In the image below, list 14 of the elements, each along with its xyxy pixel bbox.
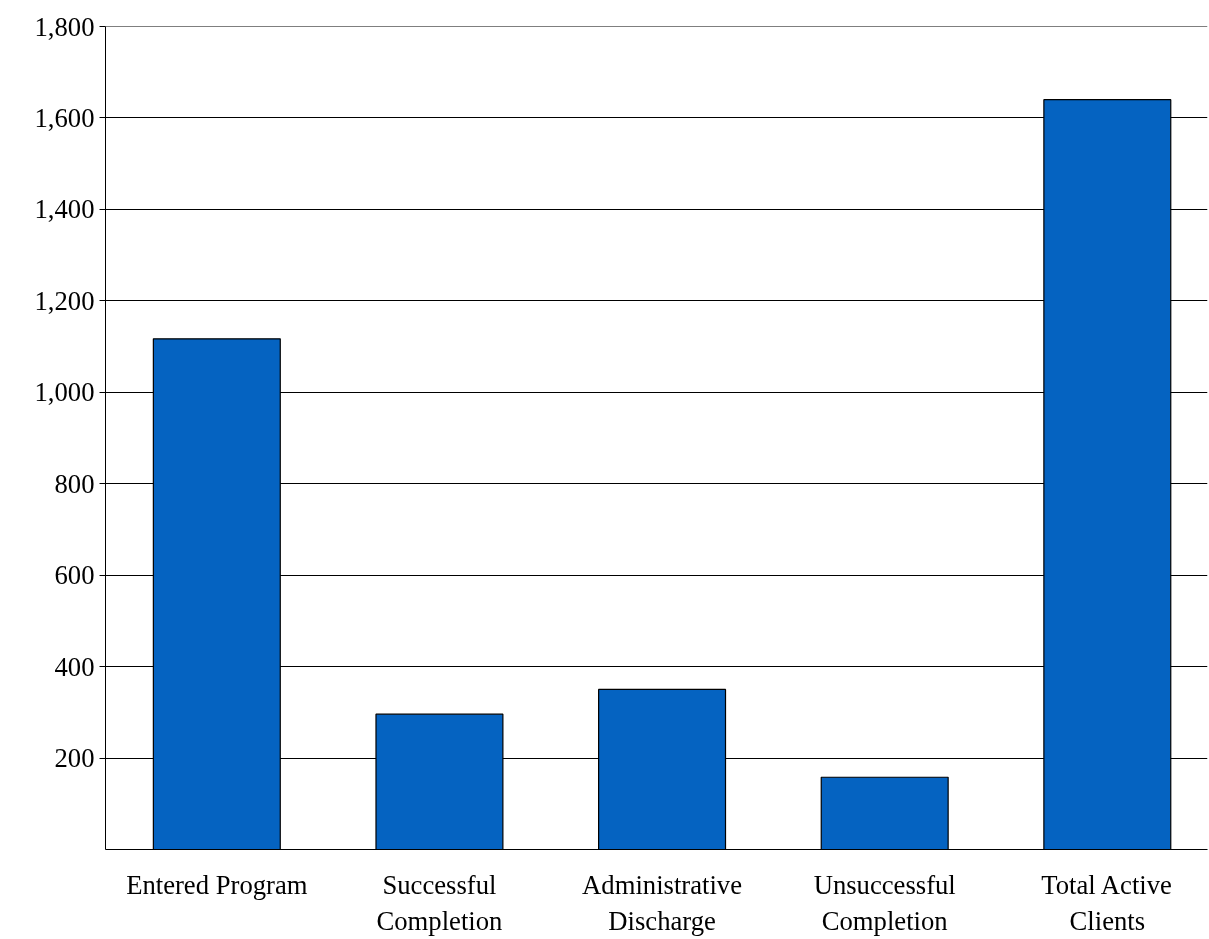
x-tick-label: Total Active Clients: [1041, 869, 1172, 936]
y-tick-label: 1,200: [34, 285, 95, 316]
y-tick-label: 1,000: [34, 377, 95, 408]
y-tick-label: 600: [54, 560, 95, 591]
y-tick-label: 400: [54, 651, 95, 682]
x-tick-label: Entered Program: [126, 869, 308, 900]
y-tick-label: 1,800: [34, 11, 95, 42]
y-tick-label: 1,600: [34, 102, 95, 133]
x-tick-label: Administrative Discharge: [582, 869, 743, 936]
y-tick-label: 200: [54, 743, 95, 774]
y-tick-label: 1,400: [34, 194, 95, 225]
x-tick-label: Successful Completion: [376, 869, 503, 936]
y-tick-label: 800: [54, 468, 95, 499]
x-tick-label: Unsuccessful Completion: [813, 869, 956, 936]
